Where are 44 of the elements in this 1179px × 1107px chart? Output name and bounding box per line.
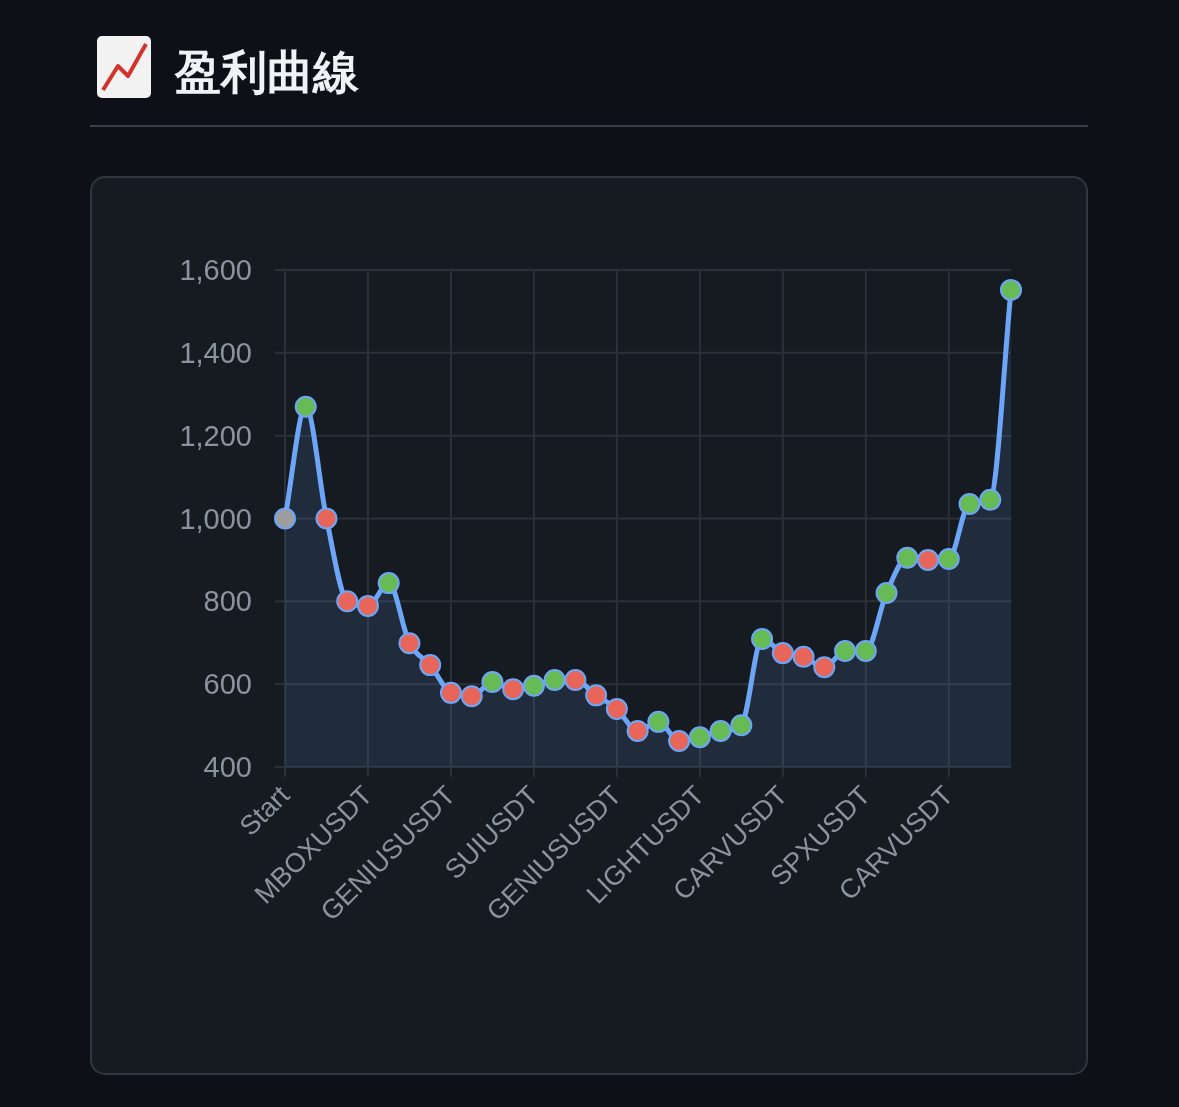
point (751, 628, 774, 651)
point (875, 582, 898, 605)
point (522, 674, 545, 697)
point (377, 572, 400, 595)
y-tick-label: 1,200 (179, 419, 252, 452)
y-tick-label: 1,400 (179, 336, 252, 369)
point (1000, 278, 1022, 301)
point (896, 546, 919, 569)
point (419, 654, 442, 677)
y-tick-label: 600 (203, 668, 252, 701)
point (605, 698, 628, 721)
point (854, 640, 877, 663)
point (688, 726, 711, 749)
y-tick-label: 1,600 (179, 254, 252, 286)
point (647, 710, 670, 733)
point (813, 656, 836, 679)
point (336, 590, 359, 613)
y-tick-label: 800 (203, 585, 252, 618)
y-tick-label: 1,000 (179, 502, 252, 535)
point (274, 507, 296, 530)
point (564, 669, 587, 692)
point (356, 594, 379, 617)
point (543, 669, 566, 692)
point (709, 719, 732, 742)
point (730, 714, 753, 737)
point (979, 488, 1002, 511)
point (937, 548, 960, 571)
point (917, 548, 940, 571)
point (958, 493, 981, 515)
point (585, 684, 608, 707)
point (502, 678, 525, 701)
chart-title: 盈利曲線 (174, 46, 360, 98)
point (294, 395, 317, 418)
point (792, 645, 815, 668)
point (668, 729, 691, 752)
y-tick-label: 400 (203, 751, 252, 783)
point (460, 685, 483, 708)
point (834, 640, 857, 663)
point (398, 632, 421, 655)
point (481, 671, 504, 694)
point (626, 719, 649, 742)
point (771, 642, 794, 665)
point (315, 507, 338, 530)
point (439, 681, 462, 704)
